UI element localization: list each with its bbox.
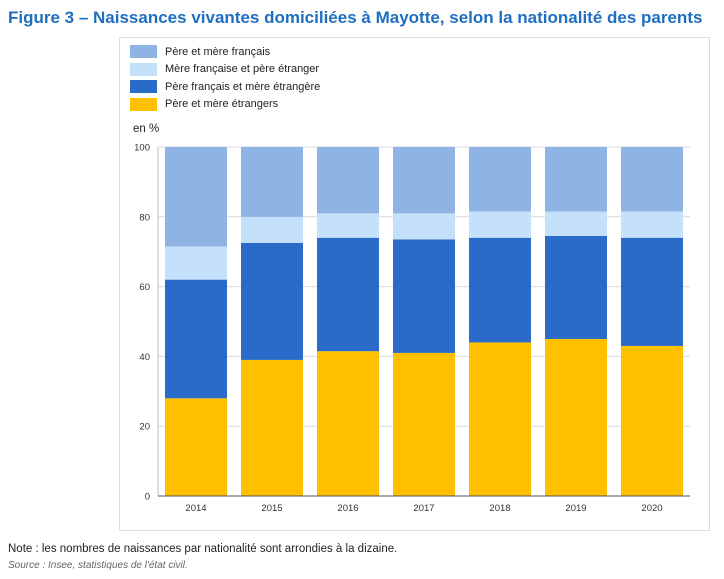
bar-segment (621, 147, 683, 212)
legend-item-pere-mere-etrangers: Père et mère étrangers (130, 96, 320, 114)
bar-segment (621, 345, 683, 496)
y-tick-label: 80 (139, 212, 150, 223)
legend-label: Père et mère français (165, 45, 271, 58)
bar-segment (165, 147, 227, 247)
bar-segment (469, 211, 531, 238)
bar-segment (317, 237, 379, 352)
legend-swatch (130, 62, 157, 76)
legend-item-pere-francais-mere-etrangere: Père français et mère étrangère (130, 78, 320, 96)
y-tick-label: 100 (134, 143, 150, 154)
bar-segment (393, 352, 455, 496)
chart-legend: Père et mère français Mère française et … (130, 43, 320, 113)
figure-title: Figure 3 – Naissances vivantes domicilié… (8, 8, 703, 27)
x-tick-label: 2017 (413, 503, 434, 514)
y-tick-label: 60 (139, 282, 150, 293)
bar-segment (545, 338, 607, 496)
y-tick-label: 20 (139, 422, 150, 433)
legend-label: Mère française et père étranger (165, 63, 320, 76)
bar-segment (317, 147, 379, 214)
legend-label: Père français et mère étrangère (165, 80, 321, 93)
x-tick-label: 2014 (185, 503, 206, 514)
bar-segment (317, 213, 379, 238)
x-tick-label: 2020 (641, 503, 662, 514)
bar-segment (469, 342, 531, 496)
y-axis-unit-label: en % (133, 123, 160, 135)
bar-segment (393, 239, 455, 353)
chart-note: Note : les nombres de naissances par nat… (8, 543, 398, 555)
bar-segment (165, 279, 227, 399)
x-tick-label: 2019 (565, 503, 586, 514)
bar-segment (621, 211, 683, 238)
bar-segment (165, 398, 227, 496)
x-tick-label: 2018 (489, 503, 510, 514)
bar-segment (393, 213, 455, 240)
bar-segment (545, 211, 607, 236)
y-tick-label: 0 (145, 492, 150, 503)
legend-swatch (130, 45, 157, 59)
bar-segment (545, 235, 607, 339)
bar-segment (545, 147, 607, 212)
legend-item-mere-francaise-pere-etranger: Mère française et père étranger (130, 61, 320, 79)
y-tick-label: 40 (139, 352, 150, 363)
bar-segment (241, 359, 303, 496)
bar-segment (241, 216, 303, 243)
legend-swatch (130, 97, 157, 111)
bar-segment (469, 147, 531, 212)
x-tick-label: 2016 (337, 503, 358, 514)
bar-segment (241, 242, 303, 360)
bar-segment (621, 237, 683, 346)
bar-segment (393, 147, 455, 214)
bar-segment (469, 237, 531, 343)
bar-segment (241, 147, 303, 217)
legend-swatch (130, 80, 157, 94)
chart-frame (119, 37, 710, 531)
x-tick-label: 2015 (261, 503, 282, 514)
chart-source: Source : Insee, statistiques de l'état c… (8, 560, 188, 571)
bar-segment (165, 246, 227, 280)
legend-label: Père et mère étrangers (165, 98, 279, 111)
legend-item-pere-mere-francais: Père et mère français (130, 43, 320, 61)
bar-segment (317, 351, 379, 496)
